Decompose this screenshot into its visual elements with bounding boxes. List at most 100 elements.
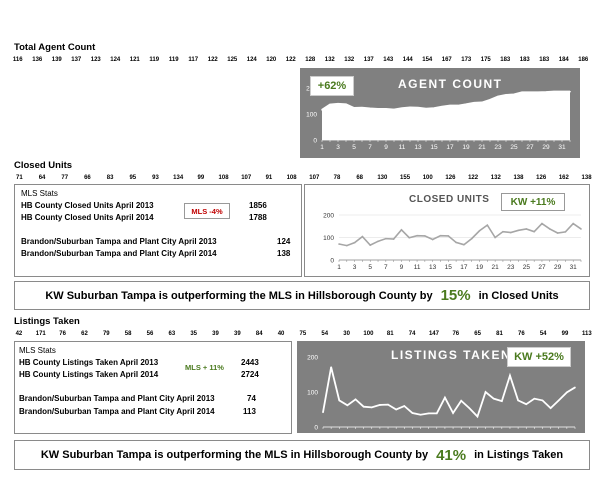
data-point — [439, 234, 442, 237]
data-point — [377, 108, 379, 110]
data-point — [566, 391, 568, 394]
number-cell: 113 — [582, 331, 592, 337]
listings-stats-header: MLS Stats — [19, 346, 56, 355]
data-point — [361, 106, 363, 109]
number-cell: 128 — [305, 57, 316, 63]
number-cell: 81 — [386, 331, 394, 337]
x-tick-label: 11 — [399, 144, 406, 151]
closed-row4-label: Brandon/Suburban Tampa and Plant City Ap… — [21, 249, 217, 258]
agent-count-number-row: 116 136 139 137 123 124 121 119 119 117 122 125 124 1… — [8, 57, 593, 63]
data-point — [369, 244, 372, 246]
y-tick-label: 100 — [307, 390, 318, 397]
data-point — [322, 411, 324, 414]
x-tick-label: 23 — [507, 264, 515, 271]
number-cell: 54 — [321, 331, 329, 337]
data-point — [545, 91, 547, 93]
number-cell: 183 — [500, 57, 511, 63]
listings-row3-value: 74 — [247, 394, 256, 403]
x-tick-label: 3 — [353, 264, 357, 271]
number-cell: 137 — [71, 57, 82, 63]
number-cell: 137 — [363, 57, 374, 63]
data-point — [517, 399, 519, 402]
number-cell: 35 — [190, 331, 198, 337]
data-point — [525, 403, 528, 406]
number-cell: 126 — [536, 175, 547, 181]
data-point — [411, 412, 414, 414]
data-point — [329, 103, 331, 106]
listings-row3-label: Brandon/Suburban Tampa and Plant City Ap… — [19, 394, 215, 403]
x-tick-label: 9 — [384, 144, 388, 151]
data-point — [497, 95, 499, 98]
number-cell: 95 — [129, 175, 137, 181]
x-tick-label: 31 — [558, 144, 566, 151]
data-point — [553, 90, 555, 93]
data-point — [444, 396, 446, 399]
data-point — [564, 231, 567, 233]
data-point — [455, 241, 457, 244]
listings-row1-value: 2443 — [241, 358, 259, 367]
x-tick-label: 5 — [368, 264, 372, 271]
x-tick-label: 11 — [414, 264, 421, 271]
data-point — [501, 400, 503, 402]
data-point — [337, 103, 339, 105]
closed-banner-text: KW Suburban Tampa is outperforming the M… — [45, 289, 433, 302]
data-point — [574, 386, 576, 389]
number-cell: 171 — [35, 331, 46, 337]
number-cell: 65 — [474, 331, 481, 337]
number-cell: 62 — [81, 331, 88, 337]
data-point — [409, 106, 411, 109]
number-cell: 78 — [333, 175, 341, 181]
number-cell: 71 — [16, 175, 23, 181]
number-cell: 134 — [173, 175, 184, 181]
x-tick-label: 1 — [337, 264, 341, 271]
data-point — [419, 413, 422, 416]
x-tick-label: 15 — [430, 144, 438, 151]
number-cell: 132 — [490, 175, 501, 181]
series-line — [321, 90, 570, 111]
listings-taken-title: Listings Taken — [14, 316, 80, 327]
x-tick-label: 15 — [445, 264, 453, 271]
data-point — [338, 399, 341, 402]
data-point — [470, 237, 473, 240]
number-cell: 147 — [428, 331, 439, 337]
data-point — [353, 107, 355, 109]
closed-row3-label: Brandon/Suburban Tampa and Plant City Ap… — [21, 237, 217, 246]
listings-row4-value: 113 — [243, 407, 256, 416]
data-point — [505, 94, 507, 96]
number-cell: 173 — [461, 57, 472, 63]
number-cell: 39 — [234, 331, 241, 337]
number-cell: 154 — [422, 57, 433, 63]
closed-row4-value: 138 — [277, 249, 291, 258]
x-tick-label: 23 — [494, 144, 502, 151]
data-point — [321, 109, 323, 111]
x-tick-label: 29 — [554, 264, 562, 271]
number-cell: 91 — [265, 175, 273, 181]
number-cell: 107 — [309, 175, 320, 181]
x-tick-label: 9 — [400, 264, 404, 271]
closed-units-badge: KW +11% — [501, 193, 565, 211]
x-tick-label: 29 — [542, 144, 550, 151]
data-point — [379, 404, 381, 406]
number-cell: 117 — [188, 57, 199, 63]
data-point — [473, 102, 475, 104]
number-cell: 68 — [356, 175, 363, 181]
number-cell: 76 — [59, 331, 66, 337]
data-point — [345, 103, 347, 106]
x-tick-label: 27 — [538, 264, 546, 271]
data-point — [433, 107, 435, 110]
number-cell: 99 — [197, 175, 205, 181]
data-point — [486, 224, 489, 226]
data-point — [509, 231, 512, 234]
number-cell: 130 — [377, 175, 388, 181]
data-point — [525, 228, 528, 230]
number-cell: 183 — [519, 57, 530, 63]
number-cell: 124 — [246, 57, 257, 63]
series-line — [338, 222, 582, 247]
data-point — [392, 238, 395, 240]
listings-taken-plot: 0 100 200 — [307, 355, 576, 432]
listings-row4-label: Brandon/Suburban Tampa and Plant City Ap… — [19, 407, 215, 416]
number-cell: 76 — [517, 331, 525, 337]
data-point — [416, 234, 418, 237]
agent-count-chart-title: AGENT COUNT — [398, 77, 503, 91]
